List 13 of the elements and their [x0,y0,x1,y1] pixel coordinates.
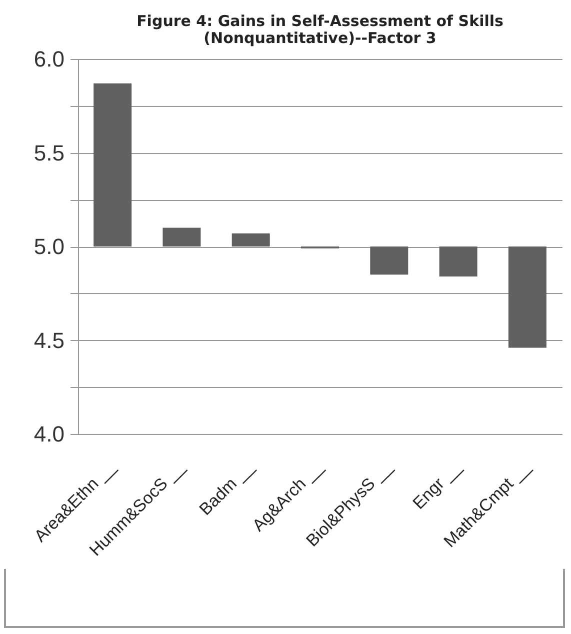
bar [370,246,408,275]
bar [162,228,201,246]
y-tick-label: 5.0 [34,234,64,259]
bar [508,246,546,348]
y-tick-label: 4.5 [34,328,64,353]
y-tick-label: 4.0 [34,422,64,446]
bar [232,233,270,246]
bar [439,246,478,276]
y-tick-label: 6.0 [34,46,64,72]
text: Figure 4: Gains in Self-Assessment of Skills [136,12,504,30]
y-tick-label: 5.5 [34,140,64,166]
bar [94,83,132,246]
text: (Nonquantitative)--Factor 3 [204,29,436,47]
